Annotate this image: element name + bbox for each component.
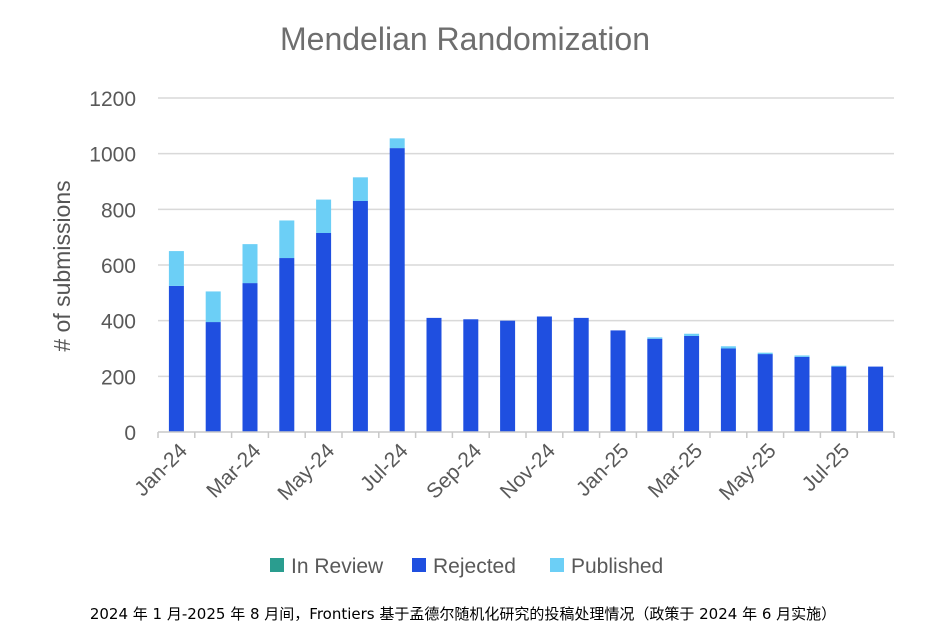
bars	[168, 138, 884, 432]
bar-published-jul-25	[831, 365, 847, 367]
y-axis-label: # of submissions	[49, 180, 75, 351]
legend-label-published: Published	[571, 555, 663, 578]
legend: In Review Rejected Published	[270, 555, 663, 578]
bar-published-feb-24	[205, 291, 221, 323]
bar-rejected-mar-24	[242, 283, 258, 432]
x-tick-label: Nov-24	[496, 439, 560, 503]
bar-published-apr-25	[720, 346, 736, 349]
legend-label-rejected: Rejected	[433, 555, 516, 578]
bar-rejected-jul-24	[389, 148, 405, 432]
bar-rejected-may-25	[757, 354, 773, 432]
bar-published-mar-25	[684, 333, 700, 336]
bar-rejected-jun-24	[352, 200, 368, 432]
bar-rejected-apr-25	[720, 348, 736, 432]
x-tick-label: Jan-25	[572, 439, 634, 501]
bar-rejected-aug-24	[426, 317, 442, 432]
bar-rejected-oct-24	[500, 320, 516, 432]
y-tick-label: 200	[101, 366, 136, 389]
bar-published-mar-24	[242, 244, 258, 284]
figure-caption: 2024 年 1 月-2025 年 8 月间，Frontiers 基于孟德尔随机…	[89, 605, 837, 623]
y-tick-label: 400	[101, 311, 136, 334]
bar-published-feb-25	[647, 337, 663, 339]
bar-published-jul-24	[389, 138, 405, 149]
x-tick-label: Mar-24	[202, 439, 266, 503]
bar-rejected-sep-24	[463, 319, 479, 432]
chart-title: Mendelian Randomization	[280, 21, 650, 57]
y-tick-label: 600	[101, 255, 136, 278]
bar-rejected-jan-25	[610, 330, 626, 432]
x-tick-label: Jul-25	[798, 439, 855, 496]
chart: Mendelian Randomization # of submissions…	[49, 21, 895, 578]
x-tick-label: Sep-24	[422, 439, 486, 503]
bar-published-jan-24	[168, 251, 184, 286]
x-tick-label: Jan-24	[130, 439, 192, 501]
y-tick-label: 0	[124, 422, 136, 445]
y-tick-label: 1000	[89, 144, 136, 167]
bar-published-may-25	[757, 352, 773, 355]
legend-label-in-review: In Review	[291, 555, 384, 578]
bar-rejected-feb-24	[205, 322, 221, 432]
x-tick-label: May-24	[273, 439, 339, 505]
bar-rejected-may-24	[316, 232, 332, 432]
legend-swatch-published	[550, 558, 564, 572]
y-tick-label: 800	[101, 199, 136, 222]
x-tick-label: Jul-24	[356, 439, 413, 496]
bar-published-jun-25	[794, 355, 810, 357]
bar-published-may-24	[316, 199, 332, 233]
bar-rejected-apr-24	[279, 258, 295, 432]
bar-rejected-nov-24	[536, 316, 552, 432]
legend-swatch-in-review	[270, 558, 284, 572]
bar-published-jun-24	[352, 177, 368, 201]
bar-published-apr-24	[279, 220, 295, 259]
legend-swatch-rejected	[412, 558, 426, 572]
bar-rejected-mar-25	[684, 335, 700, 432]
y-tick-label: 1200	[89, 88, 136, 111]
x-tick-label: Mar-25	[644, 439, 707, 502]
x-tick-label: May-25	[715, 439, 781, 505]
bar-rejected-jan-24	[168, 285, 184, 432]
bar-rejected-aug-25	[868, 366, 884, 432]
bar-rejected-feb-25	[647, 338, 663, 432]
bar-rejected-jun-25	[794, 356, 810, 432]
x-axis-ticks: Jan-24 Mar-24 May-24 Jul-24 Sep-24 Nov-24 Jan-…	[130, 432, 895, 505]
gridlines	[158, 97, 894, 378]
bar-rejected-dec-24	[573, 317, 589, 432]
bar-rejected-jul-25	[831, 366, 847, 432]
y-axis-ticks: 0 200 400 600 800 1000 1200	[89, 88, 136, 445]
